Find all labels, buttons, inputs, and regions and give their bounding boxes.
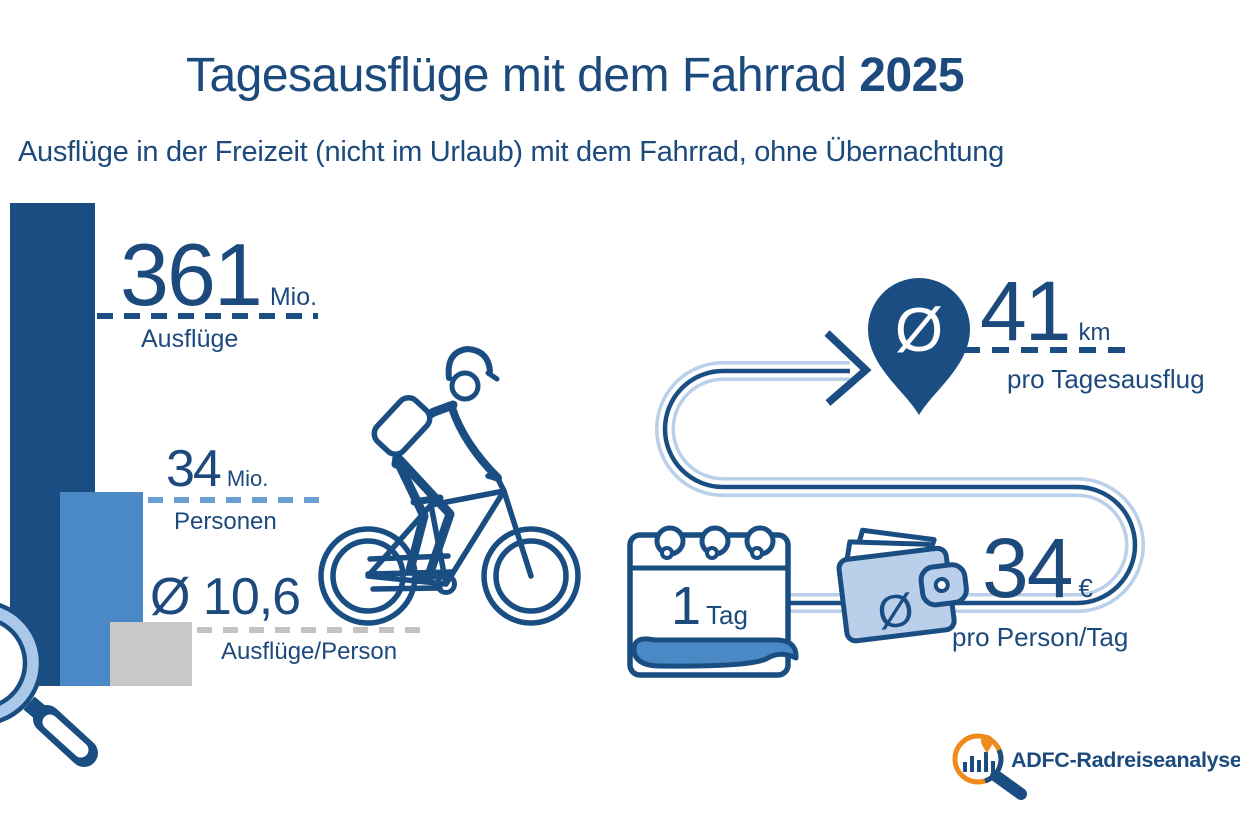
stat-day-unit: Tag (706, 600, 748, 630)
page-title: Tagesausflüge mit dem Fahrrad 2025 (0, 52, 1150, 100)
stat-trips-value: 361 (120, 225, 263, 324)
title-main: Tagesausflüge mit dem Fahrrad (185, 49, 847, 102)
stat-spend-unit: € (1078, 573, 1093, 603)
calendar-page-curl (631, 636, 799, 669)
stat-distance-value: 41 (980, 264, 1071, 358)
stat-spend: 34 € (982, 526, 1093, 610)
magnifier-icon (0, 602, 98, 767)
stat-distance: 41 km (980, 269, 1110, 353)
stat-trips: 361 Mio. (120, 231, 317, 319)
stat-distance-unit: km (1078, 319, 1111, 346)
stat-per-person-label: Ausflüge/Person (221, 638, 398, 665)
stat-persons: 34 Mio. (166, 443, 268, 495)
stat-persons-value: 34 (166, 440, 222, 498)
stat-per-person: Ø 10,6 (150, 568, 301, 626)
title-year: 2025 (859, 49, 965, 102)
stat-spend-label: pro Person/Tag (952, 622, 1129, 652)
stat-per-person-value: Ø 10,6 (150, 568, 301, 626)
wallet-icon: Ø (836, 527, 969, 644)
stat-spend-value: 34 (982, 521, 1073, 615)
bar-per-person (110, 622, 192, 686)
location-pin-icon: Ø (868, 278, 970, 415)
stat-day: 1 Tag (671, 579, 748, 633)
brand-name: ADFC-Radreiseanalyse (1011, 748, 1240, 772)
wallet-diameter-symbol: Ø (875, 583, 917, 639)
adfc-logo-icon (952, 733, 1027, 800)
stat-persons-label: Personen (174, 508, 277, 535)
stat-day-value: 1 (671, 576, 701, 636)
stat-persons-unit: Mio. (226, 466, 269, 491)
logo-pin-icon (981, 735, 993, 753)
bar-chart (10, 203, 192, 686)
subtitle: Ausflüge in der Freizeit (nicht im Urlau… (18, 136, 1004, 168)
stat-distance-label: pro Tagesausflug (1007, 364, 1205, 394)
stat-trips-unit: Mio. (269, 283, 318, 311)
pin-diameter-symbol: Ø (895, 296, 943, 365)
stat-trips-label: Ausflüge (141, 325, 239, 353)
route-path (655, 361, 1145, 613)
cyclist-icon (318, 346, 581, 626)
calendar-icon (627, 525, 799, 678)
arrow-icon (824, 330, 872, 406)
